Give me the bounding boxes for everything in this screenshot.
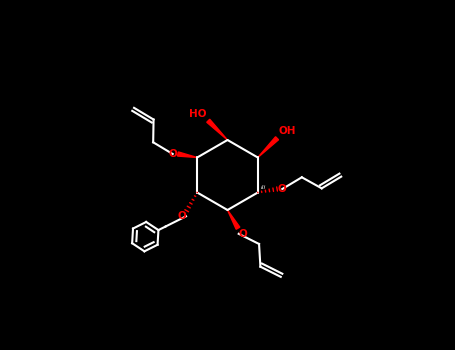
Text: O: O	[278, 184, 287, 194]
Polygon shape	[207, 119, 228, 140]
Text: iii: iii	[261, 185, 266, 190]
Text: O: O	[239, 229, 248, 239]
Text: OH: OH	[278, 126, 296, 136]
Text: HO: HO	[189, 109, 207, 119]
Polygon shape	[258, 137, 278, 158]
Polygon shape	[228, 210, 240, 229]
Polygon shape	[177, 152, 197, 158]
Text: O: O	[177, 211, 186, 222]
Text: O: O	[168, 149, 177, 159]
